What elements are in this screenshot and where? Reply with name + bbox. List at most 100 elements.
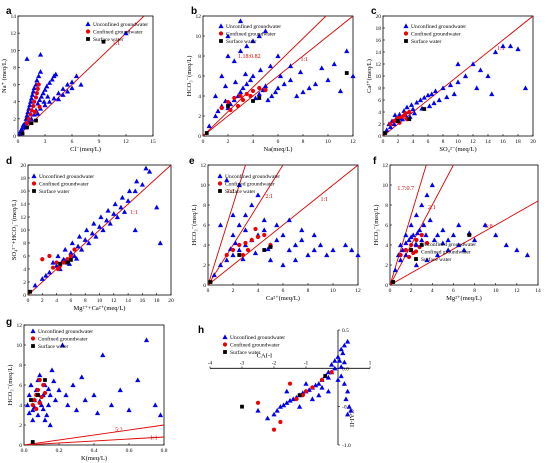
surface-point: [383, 131, 388, 135]
points: [240, 338, 354, 432]
unconfined-point: [40, 90, 46, 96]
x-axis-label: Na(meq/L): [264, 146, 293, 153]
x-tick-label: 6: [70, 298, 73, 304]
unconfined-point: [286, 217, 292, 223]
ratio-line-label: 1.18:0.82: [238, 54, 261, 60]
unconfined-point: [118, 204, 124, 210]
x-tick-label: 14: [535, 288, 541, 294]
confined-point: [238, 93, 243, 99]
unconfined-point: [249, 202, 255, 208]
unconfined-point: [132, 188, 138, 194]
x-tick-label: 16: [500, 139, 506, 145]
panel-f: f 0 2 4 6 8 10 12 14 0 2 4 6 8 10 12 Mg²⁺(meq/L) HCO₃⁻(me…: [373, 156, 541, 302]
confined-point: [40, 257, 45, 262]
x-tick-label: 10: [325, 139, 331, 145]
unconfined-point: [119, 194, 125, 200]
x-tick-label: 15: [150, 139, 156, 145]
x-tick-label: 6: [277, 139, 280, 145]
confined-point: [287, 381, 293, 386]
unconfined-point: [45, 402, 52, 408]
unconfined-point: [35, 100, 41, 106]
x-tick-label: 20: [168, 298, 174, 304]
unconfined-point: [39, 276, 45, 281]
unconfined-point: [342, 242, 349, 248]
unconfined-point: [217, 173, 223, 179]
x-tick-label: 0: [27, 298, 30, 304]
confined-point: [42, 390, 48, 396]
surface-point: [419, 243, 424, 247]
unconfined-point: [224, 177, 230, 183]
confined-point: [237, 242, 242, 248]
surface-point: [30, 440, 35, 444]
y-tick-label: 6: [203, 223, 206, 229]
unconfined-point: [64, 81, 71, 87]
unconfined-point: [31, 85, 37, 91]
legend-label-confined: Confined groundwater: [39, 181, 89, 188]
confined-point: [61, 260, 66, 265]
surface-point: [240, 404, 244, 409]
unconfined-point: [37, 97, 43, 103]
unconfined-point: [515, 46, 521, 52]
unconfined-point: [36, 73, 42, 79]
unconfined-point: [280, 232, 286, 238]
x-axis-label: Cl⁻(meq/L): [70, 146, 101, 153]
unconfined-point: [55, 96, 62, 102]
unconfined-point: [104, 217, 110, 223]
unconfined-point: [403, 240, 409, 246]
unconfined-point: [46, 80, 53, 85]
unconfined-point: [325, 77, 331, 83]
confined-point: [219, 105, 224, 111]
confined-point: [30, 402, 35, 408]
ratio-line-label: 1:1: [150, 436, 158, 442]
unconfined-point: [408, 234, 414, 240]
unconfined-point: [240, 85, 246, 91]
unconfined-point: [231, 58, 237, 64]
unconfined-point: [265, 415, 271, 421]
confined-point: [300, 393, 305, 398]
unconfined-point: [30, 417, 36, 423]
y-tick-label: 14: [21, 202, 27, 208]
unconfined-point: [232, 240, 239, 246]
x-tick-label: 6: [452, 288, 455, 294]
unconfined-point: [350, 73, 356, 79]
x-tick-label: 2: [232, 288, 235, 294]
legend-label-unconfined: Unconfined groundwater: [421, 241, 476, 248]
unconfined-point: [440, 85, 446, 91]
unconfined-point: [343, 396, 349, 402]
unconfined-point: [421, 222, 427, 228]
x-axis-label: CAI-I: [257, 352, 273, 359]
unconfined-point: [47, 392, 53, 398]
y-tick-label: 2: [378, 122, 381, 128]
unconfined-point: [98, 214, 104, 220]
unconfined-point: [408, 222, 414, 228]
y-tick-label: 12: [196, 14, 202, 20]
unconfined-point: [232, 79, 239, 85]
unconfined-point: [440, 240, 446, 246]
x-tick-label: 0: [202, 139, 205, 145]
unconfined-point: [152, 402, 158, 408]
unconfined-point: [462, 73, 469, 79]
unconfined-point: [230, 252, 236, 258]
y-tick-label: 8: [203, 203, 206, 209]
legend-label-unconfined: Unconfined groundwater: [38, 328, 93, 335]
y-tick-label: 8: [13, 65, 16, 71]
y-tick-label: 10: [17, 343, 23, 349]
unconfined-point: [277, 404, 283, 409]
confined-point: [319, 377, 325, 382]
legend-label-surface: Surface water: [411, 38, 442, 45]
confined-point: [218, 31, 224, 36]
unconfined-point: [70, 382, 76, 388]
reference-lines: [203, 16, 353, 136]
ratio-line-label: 5:2: [115, 428, 123, 434]
unconfined-point: [244, 81, 250, 87]
panel-letter: g: [6, 317, 12, 328]
legend-label-confined: Confined groundwater: [93, 29, 143, 36]
y-tick-label: 18: [376, 26, 382, 32]
unconfined-point: [287, 77, 294, 83]
y-tick-label: 0: [385, 283, 388, 289]
unconfined-point: [337, 358, 343, 363]
unconfined-point: [69, 85, 75, 91]
unconfined-point: [507, 43, 514, 49]
unconfined-point: [450, 232, 457, 238]
unconfined-point: [272, 89, 279, 95]
